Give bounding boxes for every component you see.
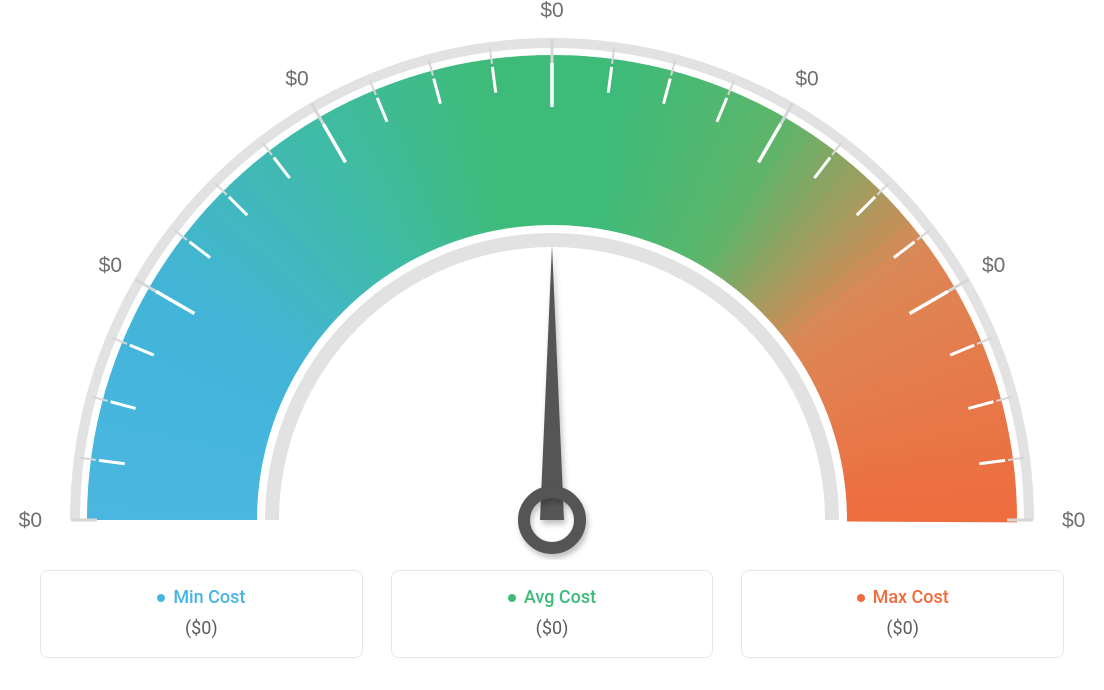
gauge-svg: $0 $0 $0 $0 $0 $0 $0 bbox=[0, 0, 1104, 560]
legend-card-min: Min Cost ($0) bbox=[40, 570, 363, 658]
legend-label-avg: Avg Cost bbox=[524, 587, 596, 608]
legend-label-min: Min Cost bbox=[173, 587, 245, 608]
svg-text:$0: $0 bbox=[1062, 509, 1085, 532]
svg-text:$0: $0 bbox=[982, 254, 1005, 277]
legend-dot-avg bbox=[508, 594, 516, 602]
legend-top-avg: Avg Cost bbox=[508, 587, 596, 608]
legend-card-avg: Avg Cost ($0) bbox=[391, 570, 714, 658]
legend-label-max: Max Cost bbox=[873, 587, 949, 608]
svg-text:$0: $0 bbox=[540, 0, 563, 22]
legend-value-max: ($0) bbox=[886, 618, 919, 639]
gauge-chart: $0 $0 $0 $0 $0 $0 $0 bbox=[0, 0, 1104, 560]
svg-text:$0: $0 bbox=[795, 67, 818, 90]
legend-value-min: ($0) bbox=[185, 618, 218, 639]
svg-text:$0: $0 bbox=[19, 509, 42, 532]
legend-top-min: Min Cost bbox=[157, 587, 245, 608]
legend-value-avg: ($0) bbox=[536, 618, 569, 639]
svg-text:$0: $0 bbox=[99, 254, 122, 277]
legend-top-max: Max Cost bbox=[857, 587, 949, 608]
svg-text:$0: $0 bbox=[285, 67, 308, 90]
legend-card-max: Max Cost ($0) bbox=[741, 570, 1064, 658]
legend-dot-max bbox=[857, 594, 865, 602]
legend-row: Min Cost ($0) Avg Cost ($0) Max Cost ($0… bbox=[0, 570, 1104, 658]
legend-dot-min bbox=[157, 594, 165, 602]
